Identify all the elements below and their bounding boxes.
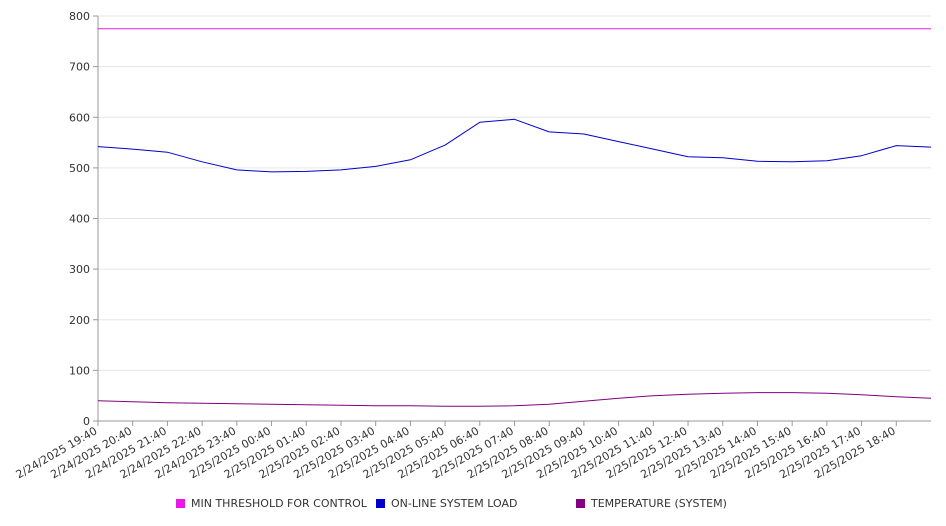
legend: MIN THRESHOLD FOR CONTROL ON-LINE SYSTEM… [0,497,946,515]
y-tick-label: 400 [69,213,90,226]
legend-item-min-threshold[interactable]: MIN THRESHOLD FOR CONTROL [176,497,367,510]
legend-item-system-load[interactable]: ON-LINE SYSTEM LOAD [376,497,517,510]
series-line-2[interactable] [97,392,932,407]
series-line-1[interactable] [97,118,932,173]
y-tick-label: 800 [69,10,90,23]
legend-swatch-system-load [376,499,385,508]
axes [93,15,931,426]
legend-label-min-threshold: MIN THRESHOLD FOR CONTROL [191,497,367,510]
series-lines [97,28,932,407]
grid [98,15,931,371]
y-tick-label: 300 [69,263,90,276]
y-tick-label: 0 [83,415,90,428]
y-tick-label: 100 [69,364,90,377]
y-tick-label: 500 [69,162,90,175]
legend-label-system-load: ON-LINE SYSTEM LOAD [391,497,518,510]
y-tick-label: 700 [69,61,90,74]
y-tick-label: 200 [69,314,90,327]
legend-swatch-temperature [576,499,585,508]
y-tick-labels: 0 100 200 300 400 500 600 700 800 [69,10,90,428]
x-tick-labels: 2/24/2025 19:402/24/2025 20:402/24/2025 … [14,424,898,481]
legend-swatch-min-threshold [176,499,185,508]
y-tick-label: 600 [69,111,90,124]
legend-label-temperature: TEMPERATURE (SYSTEM) [591,497,727,510]
legend-item-temperature[interactable]: TEMPERATURE (SYSTEM) [576,497,727,510]
